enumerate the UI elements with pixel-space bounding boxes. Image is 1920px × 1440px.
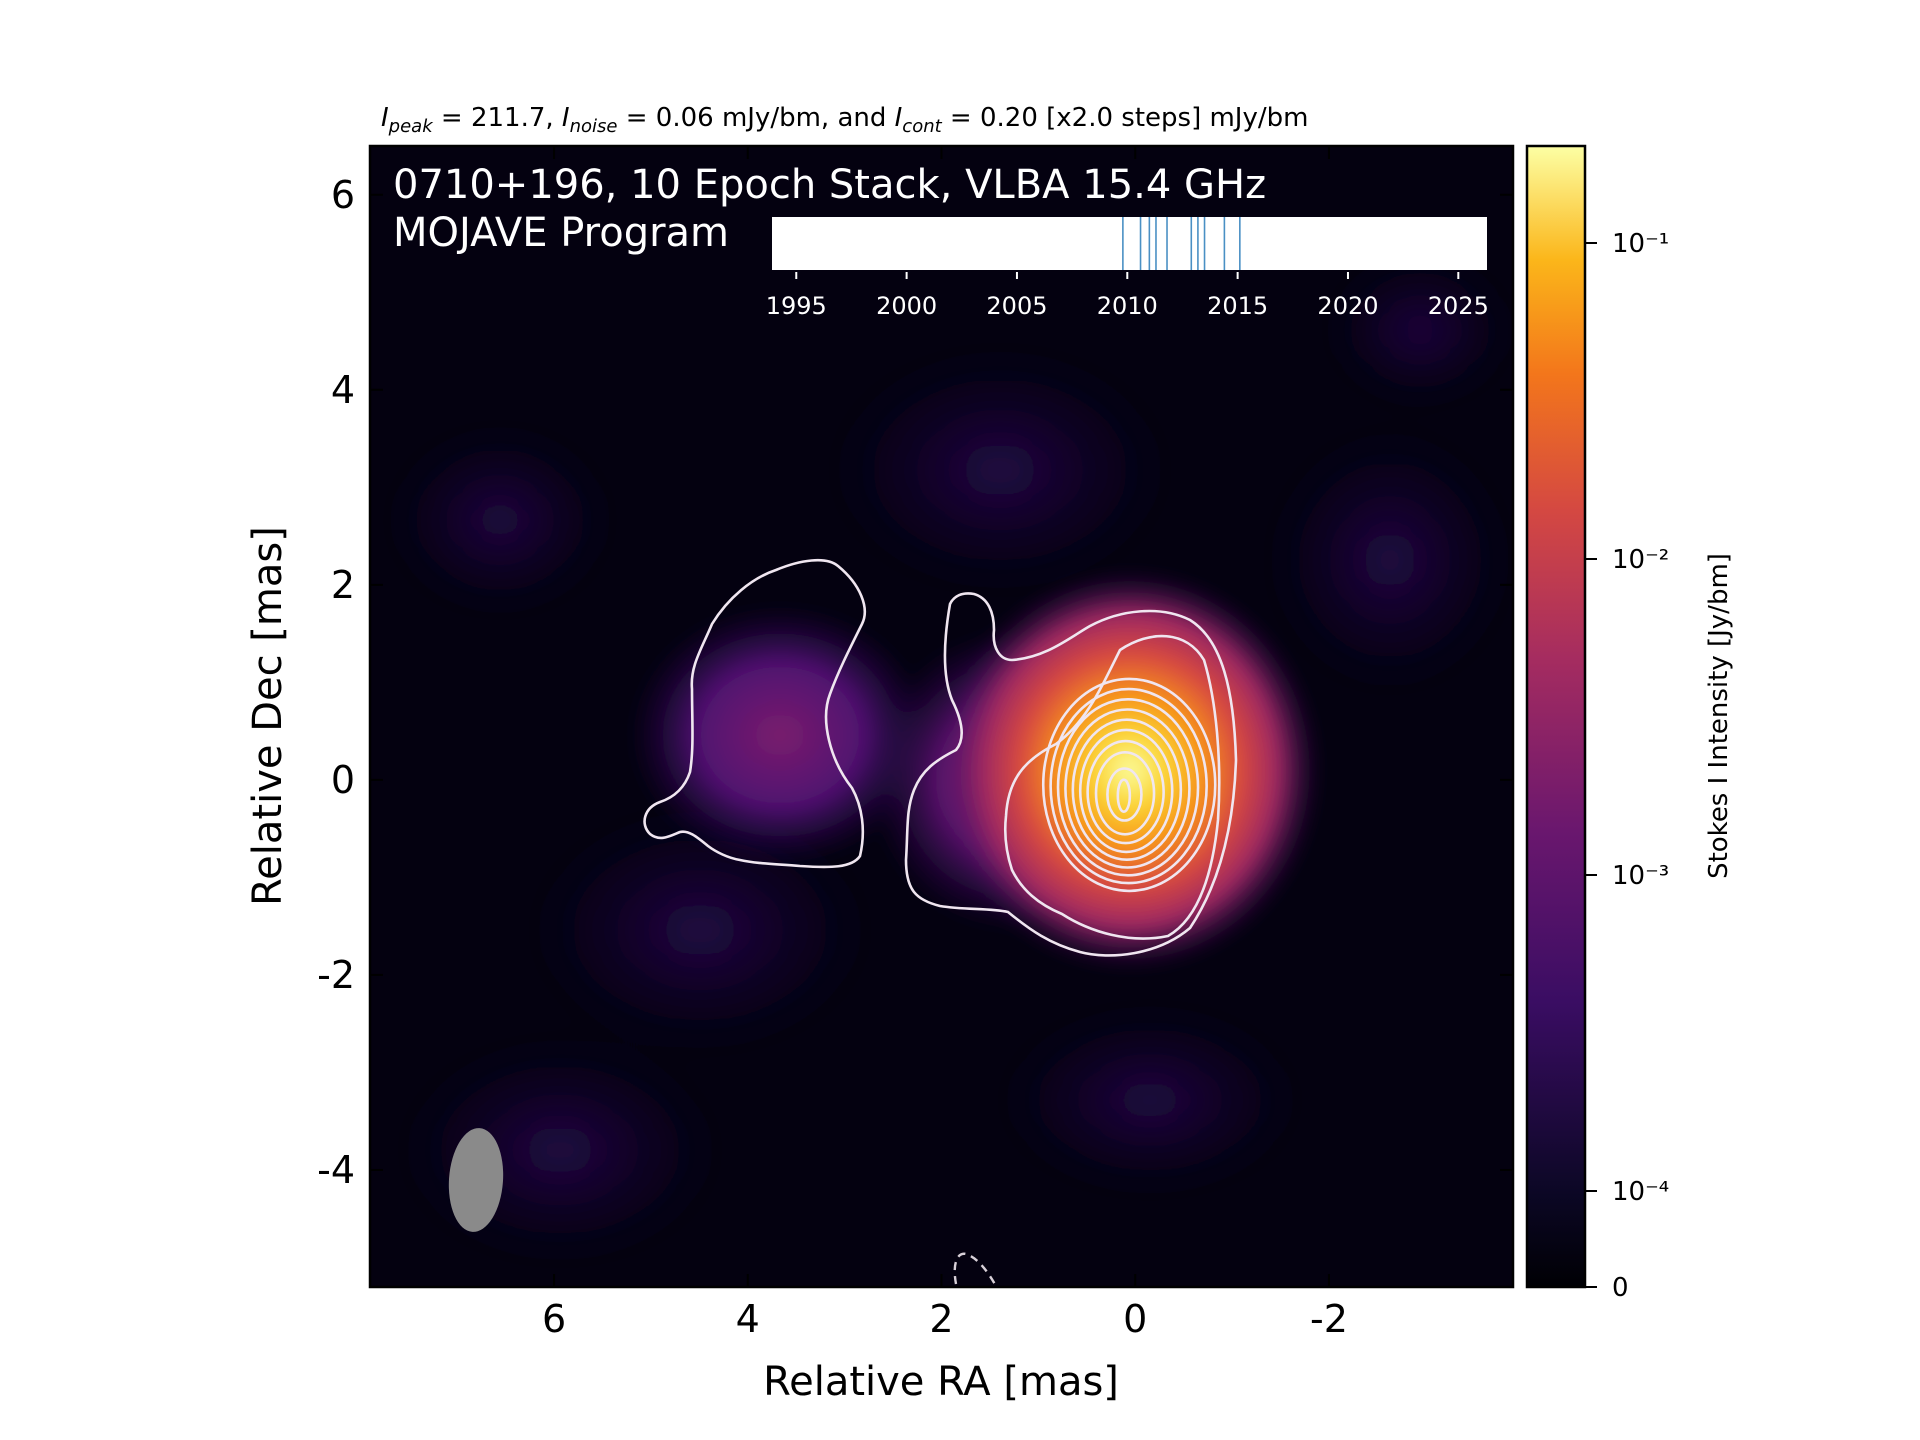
intensity-image [370,146,1513,1287]
contour-line [1086,739,1165,845]
timeline-tick-label: 2010 [1097,292,1158,320]
x-tick-label: 0 [1123,1297,1147,1341]
y-tick-label: 2 [331,563,355,607]
contour-line [1071,718,1183,861]
y-tick-label: 6 [331,173,355,217]
contour-line [904,592,1238,957]
timeline-tick-label: 1995 [766,292,827,320]
header-stats: Ipeak = 211.7, Inoise = 0.06 mJy/bm, and… [381,103,1308,137]
colorbar-tick-label: 10⁻¹ [1612,229,1669,259]
beam-ellipse [448,1128,504,1232]
timeline-tick-label: 2000 [876,292,937,320]
timeline-box [772,217,1487,270]
image-title: 0710+196, 10 Epoch Stack, VLBA 15.4 GHz [393,162,1266,208]
contour-line [1056,697,1200,877]
contour-line [1106,767,1143,822]
y-axis-label: Relative Dec [mas] [245,526,291,906]
contour-line [643,558,867,869]
epoch-timeline: 1995 2000 2005 2010 2015 2020 2025 [766,217,1489,320]
timeline-tick-label: 2015 [1207,292,1268,320]
axis-ticks: 6 4 2 0 -2 6 4 2 0 -2 -4 [317,146,1513,1341]
x-tick-label: 6 [542,1297,566,1341]
negative-contour [953,1252,998,1287]
contour-line [1041,677,1217,893]
contour-line [1116,778,1132,813]
contour-line [1094,750,1156,836]
colorbar-tick-label: 10⁻³ [1612,861,1669,891]
y-tick-label: -4 [317,1148,355,1192]
timeline-tick-label: 2020 [1317,292,1378,320]
contour-line [1003,634,1221,940]
y-tick-label: 4 [331,368,355,412]
contour-line [1064,708,1191,869]
x-tick-label: 2 [929,1297,953,1341]
image-subtitle: MOJAVE Program [393,210,729,256]
contour-line [1078,728,1174,854]
y-tick-label: -2 [317,953,355,997]
x-tick-label: -2 [1310,1297,1348,1341]
colorbar-label: Stokes I Intensity [Jy/bm] [1704,553,1734,879]
timeline-tick-label: 2005 [986,292,1047,320]
x-tick-label: 4 [736,1297,760,1341]
x-axis-label: Relative RA [mas] [763,1359,1119,1405]
colorbar-ticks: 0 10⁻⁴ 10⁻³ 10⁻² 10⁻¹ [1585,229,1669,1303]
colorbar [1525,144,1587,1289]
colorbar-tick-label: 10⁻⁴ [1612,1177,1669,1207]
y-tick-label: 0 [331,758,355,802]
contour-line [1049,687,1208,885]
contour-group [643,558,1238,957]
colorbar-tick-label: 0 [1612,1273,1629,1303]
colorbar-tick-label: 10⁻² [1612,545,1669,575]
timeline-tick-label: 2025 [1428,292,1489,320]
